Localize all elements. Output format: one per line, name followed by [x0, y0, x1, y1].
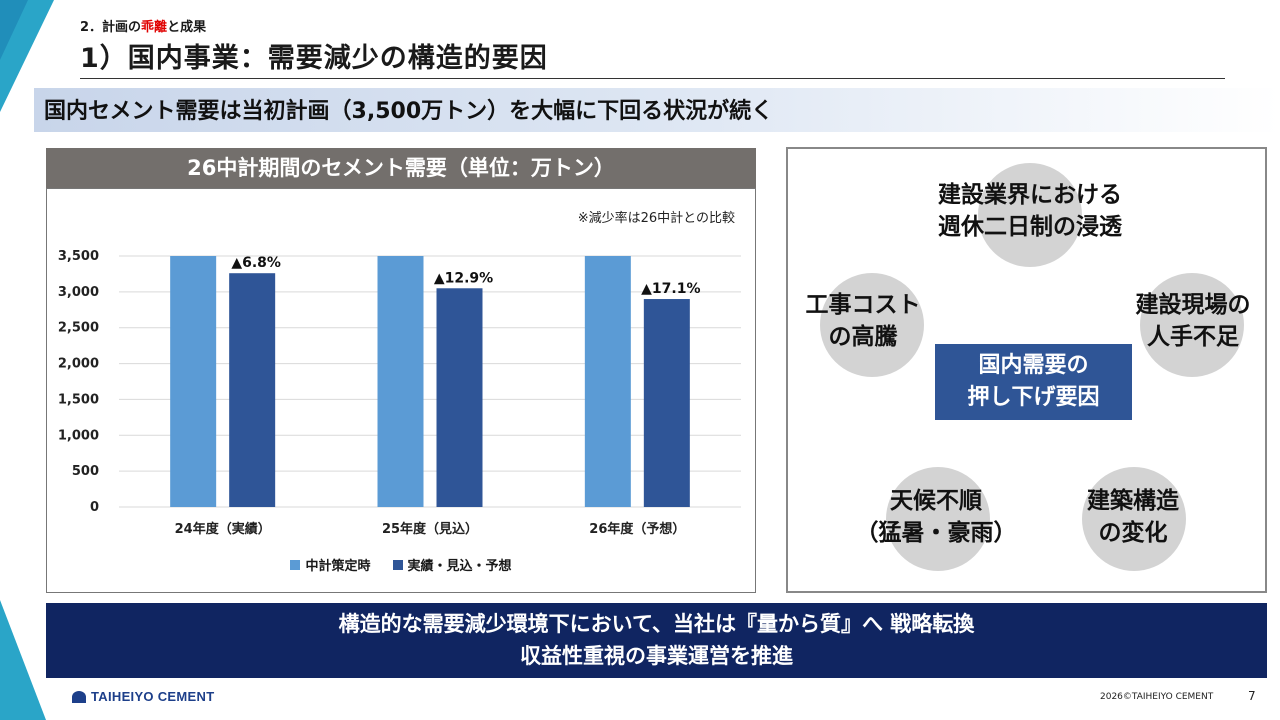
factor-bottom-left: 天候不順 （猛暑・豪雨） [855, 488, 1017, 546]
conclusion-line-2: 収益性重視の事業運営を推進 [520, 644, 793, 668]
conclusion-banner: 構造的な需要減少環境下において、当社は『量から質』へ 戦略転換 収益性重視の事業… [46, 603, 1267, 678]
chart-panel: ※減少率は26中計との比較 3,500 3,000 2,500 2,000 1,500 1… [46, 188, 756, 593]
chart-note: ※減少率は26中計との比較 [577, 211, 735, 226]
y-tick-label: 3,000 [58, 285, 99, 300]
bar-plan [377, 256, 424, 507]
factor-center: 国内需要の 押し下げ要因 [935, 344, 1132, 420]
chart-header: 26中計期間のセメント需要（単位：万トン） [46, 148, 756, 188]
corner-decoration-top-inner [0, 0, 28, 60]
factor-circle-bottom-right [1082, 467, 1186, 571]
x-tick-label: 25年度（見込） [382, 521, 478, 537]
factor-top: 建設業界における 週休二日制の浸透 [938, 182, 1122, 240]
y-tick-label: 0 [90, 500, 99, 515]
bar-plan [584, 256, 631, 507]
chart-legend: 中計策定時 実績・見込・予想 [47, 555, 755, 574]
title-divider [80, 78, 1225, 79]
bar-actual [643, 299, 690, 507]
y-tick-label: 1,500 [58, 392, 99, 407]
page-number: 7 [1248, 689, 1256, 703]
page-title: 1）国内事業：需要減少の構造的要因 [80, 43, 548, 74]
y-tick-label: 2,000 [58, 357, 99, 372]
subtitle-text: 国内セメント需要は当初計画（3,500万トン）を大幅に下回る状況が続く [44, 99, 774, 124]
x-tick-label: 24年度（実績） [175, 521, 271, 537]
legend-swatch-actual [392, 559, 403, 570]
y-tick-label: 1,000 [58, 428, 99, 443]
factor-bottom-right: 建築構造 の変化 [1087, 488, 1179, 546]
legend-label-actual: 実績・見込・予想 [407, 559, 512, 574]
data-label: ▲6.8% [231, 255, 281, 271]
legend-swatch-plan [290, 559, 301, 570]
subtitle-banner: 国内セメント需要は当初計画（3,500万トン）を大幅に下回る状況が続く [34, 88, 1280, 132]
legend-label-plan: 中計策定時 [305, 559, 371, 574]
legend-item-plan: 中計策定時 [290, 555, 371, 574]
bar-plan [170, 256, 217, 507]
legend-item-actual: 実績・見込・予想 [392, 555, 512, 574]
bar-chart: 3,500 3,000 2,500 2,000 1,500 1,000 500 0 ▲6.8% 2… [58, 249, 741, 537]
factor-left: 工事コスト の高騰 [805, 292, 921, 350]
factor-diagram: 建設業界における 週休二日制の浸透 工事コスト の高騰 建設現場の 人手不足 天候不順… [786, 147, 1267, 593]
factor-circle-right [1140, 273, 1244, 377]
factor-circle-top [978, 163, 1082, 267]
corner-decoration-bottom [0, 600, 46, 720]
y-tick-label: 2,500 [58, 321, 99, 336]
copyright: 2026©TAIHEIYO CEMENT [1100, 692, 1214, 702]
factor-circle-left [820, 273, 924, 377]
bar-actual [436, 288, 483, 507]
x-tick-label: 26年度（予想） [589, 521, 685, 537]
y-tick-label: 500 [72, 464, 99, 479]
y-tick-label: 3,500 [58, 249, 99, 264]
bar-actual [229, 273, 276, 507]
factor-circle-bottom-left [886, 467, 990, 571]
logo-mark-icon [72, 690, 86, 703]
conclusion-line-1: 構造的な需要減少環境下において、当社は『量から質』へ 戦略転換 [338, 612, 975, 636]
data-label: ▲12.9% [434, 270, 493, 286]
section-label: 2．計画の乖離と成果 [80, 20, 207, 35]
factor-right: 建設現場の 人手不足 [1135, 292, 1251, 350]
company-logo: TAIHEIYO CEMENT [72, 689, 214, 704]
data-label: ▲17.1% [641, 281, 700, 297]
